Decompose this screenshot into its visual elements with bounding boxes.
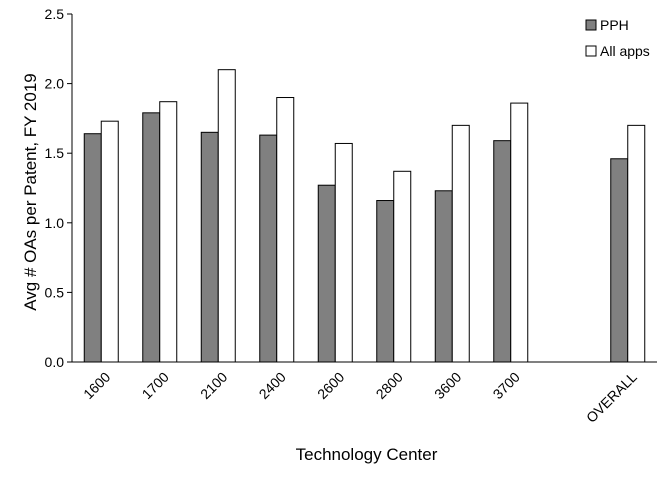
bar-pph-2800 bbox=[376, 200, 395, 363]
y-tick-label: 0.0 bbox=[45, 354, 65, 370]
legend-swatch-all-apps bbox=[585, 45, 597, 57]
bar-pph-overall bbox=[610, 158, 629, 363]
bar-pph-3700 bbox=[493, 140, 512, 363]
legend-label: All apps bbox=[600, 43, 650, 59]
x-tick-label: 3700 bbox=[490, 369, 523, 402]
bar-pph-1600 bbox=[83, 133, 102, 363]
bar-all-apps-1600 bbox=[100, 120, 119, 363]
bar-all-apps-overall bbox=[627, 124, 646, 363]
bar-all-apps-2800 bbox=[393, 170, 412, 363]
bar-all-apps-2400 bbox=[276, 97, 295, 363]
bar-pph-2400 bbox=[259, 134, 278, 363]
x-tick-label: 2800 bbox=[373, 369, 406, 402]
bar-pph-2600 bbox=[317, 184, 336, 363]
x-tick-label: 1600 bbox=[80, 369, 113, 402]
bar-pph-2100 bbox=[200, 131, 219, 363]
bar-pph-1700 bbox=[142, 112, 161, 363]
bar-all-apps-2100 bbox=[217, 69, 236, 363]
bars-group bbox=[83, 69, 646, 363]
bar-all-apps-2600 bbox=[334, 142, 353, 363]
y-tick-label: 1.0 bbox=[45, 215, 65, 231]
x-axis-title: Technology Center bbox=[296, 445, 438, 464]
x-tick-label: 2100 bbox=[197, 369, 230, 402]
legend-swatch-pph bbox=[585, 19, 597, 31]
x-tick-label: 2400 bbox=[256, 369, 289, 402]
bar-pph-3600 bbox=[434, 190, 453, 363]
x-tick-label: 3600 bbox=[431, 369, 464, 402]
bar-all-apps-3700 bbox=[510, 102, 529, 363]
y-tick-label: 0.5 bbox=[45, 284, 65, 300]
bar-all-apps-3600 bbox=[451, 124, 470, 363]
x-tick-label: 1700 bbox=[139, 369, 172, 402]
x-tick-label: OVERALL bbox=[583, 369, 640, 426]
y-axis-title: Avg # OAs per Patent, FY 2019 bbox=[21, 73, 40, 311]
y-tick-label: 2.5 bbox=[45, 6, 65, 22]
y-ticks-group: 0.0 0.5 1.0 1.5 2.0 2.5 bbox=[45, 6, 72, 370]
y-tick-label: 2.0 bbox=[45, 76, 65, 92]
bar-all-apps-1700 bbox=[159, 101, 178, 363]
x-tick-label: 2600 bbox=[314, 369, 347, 402]
x-ticks-group: 1600 1700 2100 2400 2600 2800 3600 3700 OVERALL bbox=[80, 369, 640, 426]
legend-label: PPH bbox=[600, 17, 629, 33]
legend: PPH All apps bbox=[585, 17, 650, 59]
y-tick-label: 1.5 bbox=[45, 145, 65, 161]
